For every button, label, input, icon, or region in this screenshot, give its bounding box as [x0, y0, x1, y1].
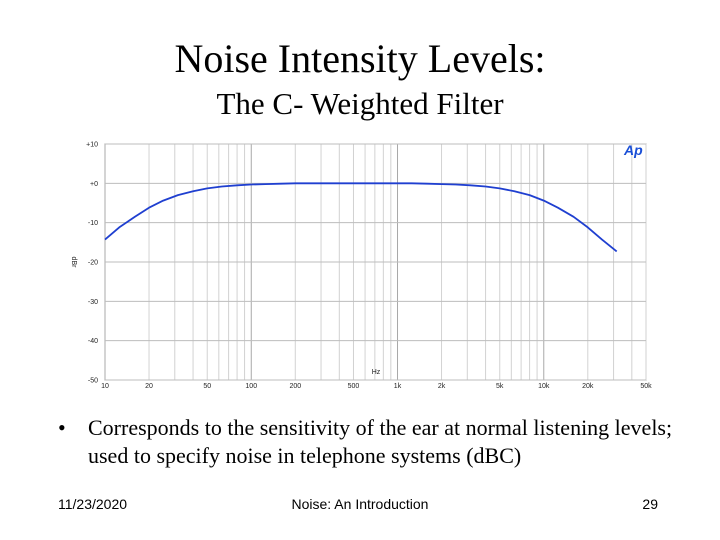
x-tick-label: 10 — [101, 383, 109, 390]
y-tick-label: -20 — [88, 260, 98, 267]
x-tick-label: 50 — [203, 383, 211, 390]
x-tick-label: 20 — [145, 383, 153, 390]
ap-logo: Ap — [623, 142, 643, 158]
bullet-text: Corresponds to the sensitivity of the ea… — [88, 415, 673, 468]
x-tick-label: 200 — [289, 383, 301, 390]
x-tick-label: 5k — [496, 383, 504, 390]
y-tick-label: -50 — [88, 378, 98, 385]
x-tick-label: 50k — [640, 383, 652, 390]
slide-title: Noise Intensity Levels: — [174, 36, 546, 81]
series-line-c-weighting — [104, 182, 618, 253]
footer-page-number: 29 — [642, 496, 658, 512]
footer-date: 11/23/2020 — [58, 496, 128, 512]
series-layer — [104, 182, 618, 253]
x-axis-label: Hz — [372, 369, 381, 376]
y-tick-label: +10 — [86, 142, 98, 149]
footer-title: Noise: An Introduction — [291, 496, 429, 512]
x-tick-label: 1k — [394, 383, 402, 390]
x-tick-label: 10k — [538, 383, 550, 390]
slide-subtitle: The C- Weighted Filter — [216, 86, 504, 121]
bullet-marker: • — [58, 415, 66, 440]
frequency-response-chart: 10 20 50 100 200 500 1k 2k 5k 10k 20k 50k +10 +0 -10 -2… — [70, 142, 652, 391]
x-tick-label: 500 — [348, 383, 360, 390]
bullet-item: • Corresponds to the sensitivity of the … — [58, 414, 678, 470]
tick-labels: 10 20 50 100 200 500 1k 2k 5k 10k 20k 50k +10 +0 -10 -2… — [86, 142, 652, 391]
y-tick-label: -10 — [88, 220, 98, 227]
x-tick-label: 20k — [582, 383, 594, 390]
y-tick-label: -40 — [88, 338, 98, 345]
y-axis-label: dBr — [70, 257, 77, 269]
y-tick-label: +0 — [90, 181, 98, 188]
x-tick-label: 2k — [438, 383, 446, 390]
x-tick-label: 100 — [245, 383, 257, 390]
y-tick-label: -30 — [88, 299, 98, 306]
